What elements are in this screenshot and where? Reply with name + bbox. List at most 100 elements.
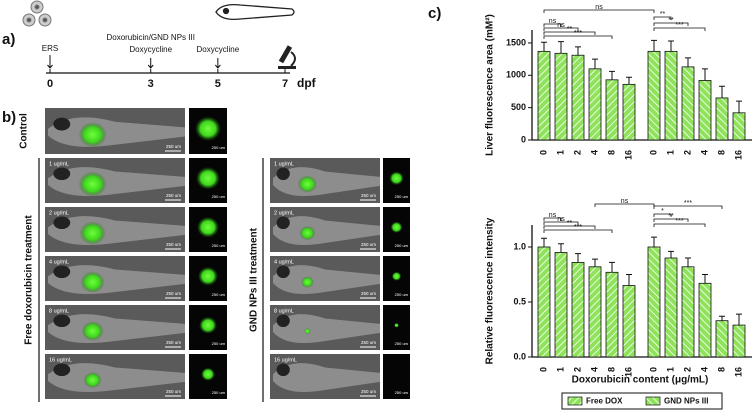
timeline-tick-label: 0 (47, 78, 53, 90)
liver-fluorescence (78, 171, 107, 197)
bar (732, 324, 746, 358)
bar (715, 320, 729, 358)
fluorescence-image (383, 354, 410, 399)
bar (664, 257, 678, 358)
x-tick-label: 16 (733, 150, 743, 160)
dose-label: 1 ug/mL (49, 161, 69, 167)
bar (647, 246, 661, 358)
significance-label: *** (684, 200, 692, 207)
group-label: GND NPs III treatment (249, 227, 260, 332)
scale-bar-label: 250 um (166, 291, 181, 296)
legend-label: Free DOX (586, 397, 623, 406)
significance-label: * (661, 208, 664, 215)
significance-bracket (653, 27, 706, 31)
bar (681, 266, 695, 358)
significance-label: ns (549, 212, 557, 219)
event-arrow (47, 55, 53, 69)
microscope-icon (278, 45, 296, 69)
significance-label: *** (675, 218, 683, 225)
scale-bar-label: 250 um (395, 194, 409, 199)
fish-body (273, 216, 380, 246)
error-bar (736, 100, 742, 113)
liver-fluorescence (78, 122, 107, 148)
y-tick-label: 1500 (506, 37, 526, 47)
group-label: Free doxorubicin treatment (24, 215, 35, 345)
significance-bracket (653, 218, 689, 222)
fish-eye (53, 363, 71, 377)
scale-bar-label: 250 um (212, 243, 226, 248)
error-bar (651, 236, 657, 247)
fish-eye (53, 216, 71, 230)
timeline-tick-label: 3 (148, 78, 154, 90)
x-tick-label: 1 (665, 150, 675, 155)
bar (715, 97, 729, 141)
error-bar (541, 41, 547, 52)
bar (681, 66, 695, 141)
x-tick-label: 0 (648, 150, 658, 155)
error-bar (609, 261, 615, 273)
dose-label: 16 ug/mL (274, 357, 297, 363)
x-tick-label: 4 (699, 150, 709, 155)
significance-bracket (653, 22, 689, 26)
scale-bar-label: 250 um (166, 242, 181, 247)
fish-eye (276, 363, 290, 377)
y-tick-label: 0 (521, 134, 526, 144)
liver-fluorescence (81, 321, 104, 341)
fish-icon (215, 4, 295, 20)
error-bar (558, 243, 564, 253)
scale-bar-label: 250 um (395, 341, 409, 346)
scale-bar-label: 250 um (212, 145, 226, 150)
y-axis-label: Relative fluorescence intensity (485, 217, 496, 364)
dose-label: 16 ug/mL (49, 357, 72, 363)
fish-body (48, 314, 185, 344)
significance-bracket (543, 27, 579, 31)
significance-label: ns (621, 198, 629, 205)
significance-bracket (594, 203, 655, 207)
scale-bar-label: 250 um (395, 243, 409, 248)
x-tick-label: 8 (606, 367, 616, 372)
bar (622, 285, 636, 358)
error-bar (702, 68, 708, 81)
x-tick-label: 4 (699, 367, 709, 372)
liver-fluorescence (195, 116, 221, 142)
bar (571, 261, 585, 358)
error-bar (685, 257, 691, 267)
significance-label: ** (660, 11, 666, 18)
scale-bar-label: 250 um (361, 193, 376, 198)
dish-icon (22, 0, 52, 27)
bar (537, 50, 551, 141)
significance-label: *** (574, 30, 582, 37)
error-bar (719, 85, 725, 98)
significance-label: ** (567, 26, 573, 33)
event-label: Doxycycline (129, 45, 172, 54)
scale-bar-label: 250 um (166, 340, 181, 345)
error-bar (668, 40, 674, 52)
dose-label: 4 ug/mL (274, 259, 294, 265)
fish-eye (53, 265, 71, 279)
error-bar (609, 70, 615, 80)
fish-eye (53, 167, 71, 181)
error-bar (702, 274, 708, 284)
significance-label: ** (668, 17, 674, 24)
scale-bar-label: 250 um (395, 390, 409, 395)
dose-label: 1 ug/mL (274, 161, 294, 167)
x-tick-label: 16 (623, 367, 633, 377)
error-bar (719, 315, 725, 321)
scale-bar-label: 250 um (361, 291, 376, 296)
error-bar (592, 58, 598, 69)
significance-bracket (543, 217, 562, 221)
x-tick-label: 1 (665, 367, 675, 372)
x-tick-label: 8 (716, 367, 726, 372)
scale-bar-label: 250 um (212, 390, 226, 395)
liver-fluorescence (390, 221, 403, 233)
event-label: ERS (42, 44, 58, 53)
panel-label: b) (2, 109, 16, 126)
significance-bracket (543, 35, 613, 39)
liver-fluorescence (394, 322, 399, 328)
error-bar (541, 237, 547, 247)
bar (605, 271, 619, 358)
error-bar (685, 57, 691, 67)
scale-bar-label: 250 um (361, 389, 376, 394)
event-arrow (147, 58, 154, 69)
scale-bar-label: 250 um (212, 341, 226, 346)
